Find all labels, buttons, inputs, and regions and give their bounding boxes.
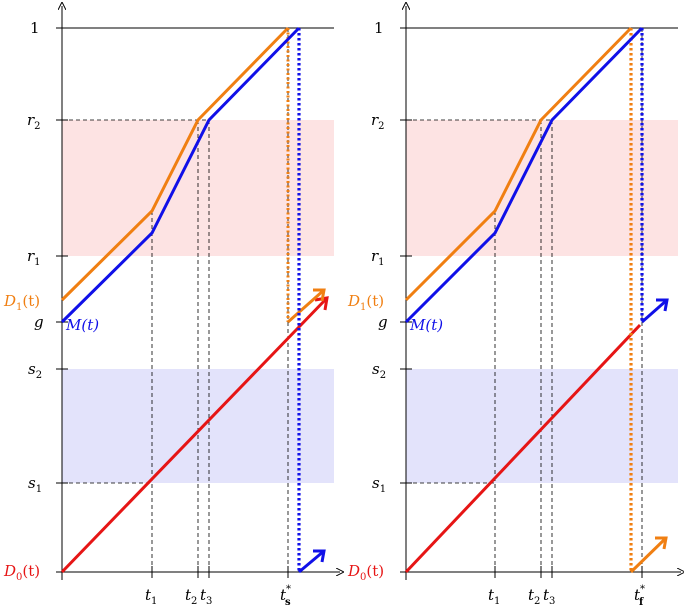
d1-arrowhead [313, 288, 326, 302]
label-one: 1 [374, 19, 384, 37]
d1-curve [404, 26, 633, 302]
label-t1: t1 [145, 586, 157, 607]
label-s1: s1 [372, 474, 386, 495]
label-one: 1 [30, 19, 40, 37]
m-curve [404, 26, 644, 324]
label-ts: t* s [280, 584, 291, 608]
label-tf: t* f [634, 584, 645, 608]
label-s2: s2 [372, 360, 386, 381]
label-t3: t3 [543, 586, 555, 607]
label-r2: r2 [27, 111, 41, 132]
d0-curve [60, 296, 329, 574]
m-arrowhead [656, 298, 669, 312]
m-arrowhead [313, 549, 326, 563]
label-t2: t2 [528, 586, 540, 607]
label-g: g [34, 313, 44, 331]
label-t2: t2 [185, 586, 197, 607]
m-curve [60, 26, 301, 324]
m-restart [298, 549, 325, 574]
d1-restart [287, 288, 325, 324]
label-t1: t1 [488, 586, 500, 607]
left-panel: 1 r2 r1 g s2 s1 t1 t2 t3 t* s D1(t) M(t) … [3, 6, 340, 608]
d0-arrowhead [314, 296, 329, 311]
s-band [406, 369, 678, 483]
label-D0: D0(t) [3, 562, 40, 583]
m-restart [641, 298, 668, 324]
label-D0: D0(t) [347, 562, 384, 583]
label-t3: t3 [200, 586, 212, 607]
label-M: M(t) [409, 316, 443, 334]
d1-curve [60, 26, 290, 302]
label-r2: r2 [371, 111, 385, 132]
label-r1: r1 [27, 247, 41, 268]
label-g: g [378, 313, 388, 331]
right-panel: 1 r2 r1 g s2 s1 t1 t2 t3 t* f D1(t) M(t) … [347, 6, 681, 608]
label-D1: D1(t) [347, 292, 384, 313]
label-s1: s1 [28, 474, 42, 495]
label-s2: s2 [28, 360, 42, 381]
d0-curve [404, 323, 642, 574]
label-D1: D1(t) [3, 292, 40, 313]
label-r1: r1 [371, 247, 385, 268]
d1-arrowhead [655, 536, 668, 550]
d1-restart [629, 536, 668, 574]
label-M: M(t) [65, 316, 99, 334]
